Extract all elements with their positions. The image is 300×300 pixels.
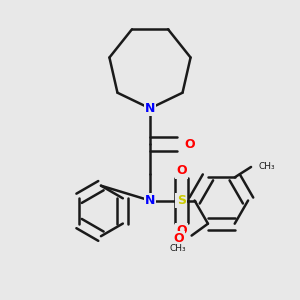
- Text: S: S: [177, 194, 186, 207]
- Text: N: N: [145, 194, 155, 207]
- Text: CH₃: CH₃: [259, 163, 275, 172]
- Text: N: N: [145, 102, 155, 115]
- Text: O: O: [173, 232, 184, 245]
- Text: O: O: [176, 164, 187, 177]
- Text: CH₃: CH₃: [170, 244, 187, 253]
- Text: O: O: [185, 138, 195, 151]
- Text: O: O: [176, 224, 187, 237]
